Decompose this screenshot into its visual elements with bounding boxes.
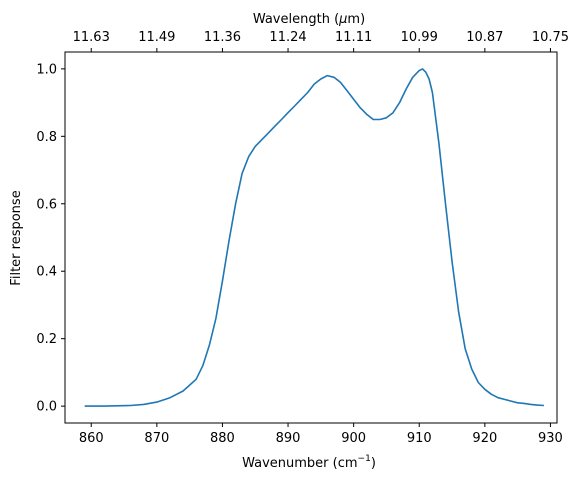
x-tick-label: 860	[79, 431, 104, 446]
top-tick-label: 10.75	[532, 30, 569, 45]
top-x-axis: 11.63 11.49 11.36 11.24 11.11 10.99 10.87 10.75	[73, 30, 569, 52]
x-tick-label: 900	[341, 431, 366, 446]
top-tick-label: 10.87	[466, 30, 503, 45]
x-axis-title: Wavenumber (cm−1)	[242, 454, 376, 471]
series-layer	[84, 68, 544, 407]
top-tick-label: 11.49	[138, 30, 175, 45]
y-tick-label: 0.4	[36, 265, 57, 280]
x-tick-label: 870	[144, 431, 169, 446]
bottom-x-axis: 860 870 880 890 900 910 920 930	[79, 423, 563, 446]
filter-response-line	[84, 68, 544, 407]
y-tick-label: 0.2	[36, 332, 57, 347]
top-tick-label: 11.24	[269, 30, 306, 45]
top-tick-label: 11.63	[73, 30, 110, 45]
plot-frame	[64, 51, 558, 424]
top-axis-title: Wavelength (μm)	[253, 12, 365, 27]
y-axis: 0.0 0.2 0.4 0.6 0.8 1.0	[36, 62, 65, 415]
y-tick-label: 0.8	[36, 130, 57, 145]
top-tick-label: 11.36	[204, 30, 241, 45]
y-tick-label: 0.6	[36, 197, 57, 212]
x-tick-label: 930	[538, 431, 563, 446]
x-tick-label: 910	[407, 431, 432, 446]
top-tick-label: 11.11	[335, 30, 372, 45]
x-tick-label: 880	[210, 431, 235, 446]
y-axis-title: Filter response	[9, 190, 24, 285]
top-tick-label: 10.99	[401, 30, 438, 45]
y-tick-label: 0.0	[36, 400, 57, 415]
x-tick-label: 890	[276, 431, 301, 446]
y-tick-label: 1.0	[36, 62, 57, 77]
x-tick-label: 920	[472, 431, 497, 446]
